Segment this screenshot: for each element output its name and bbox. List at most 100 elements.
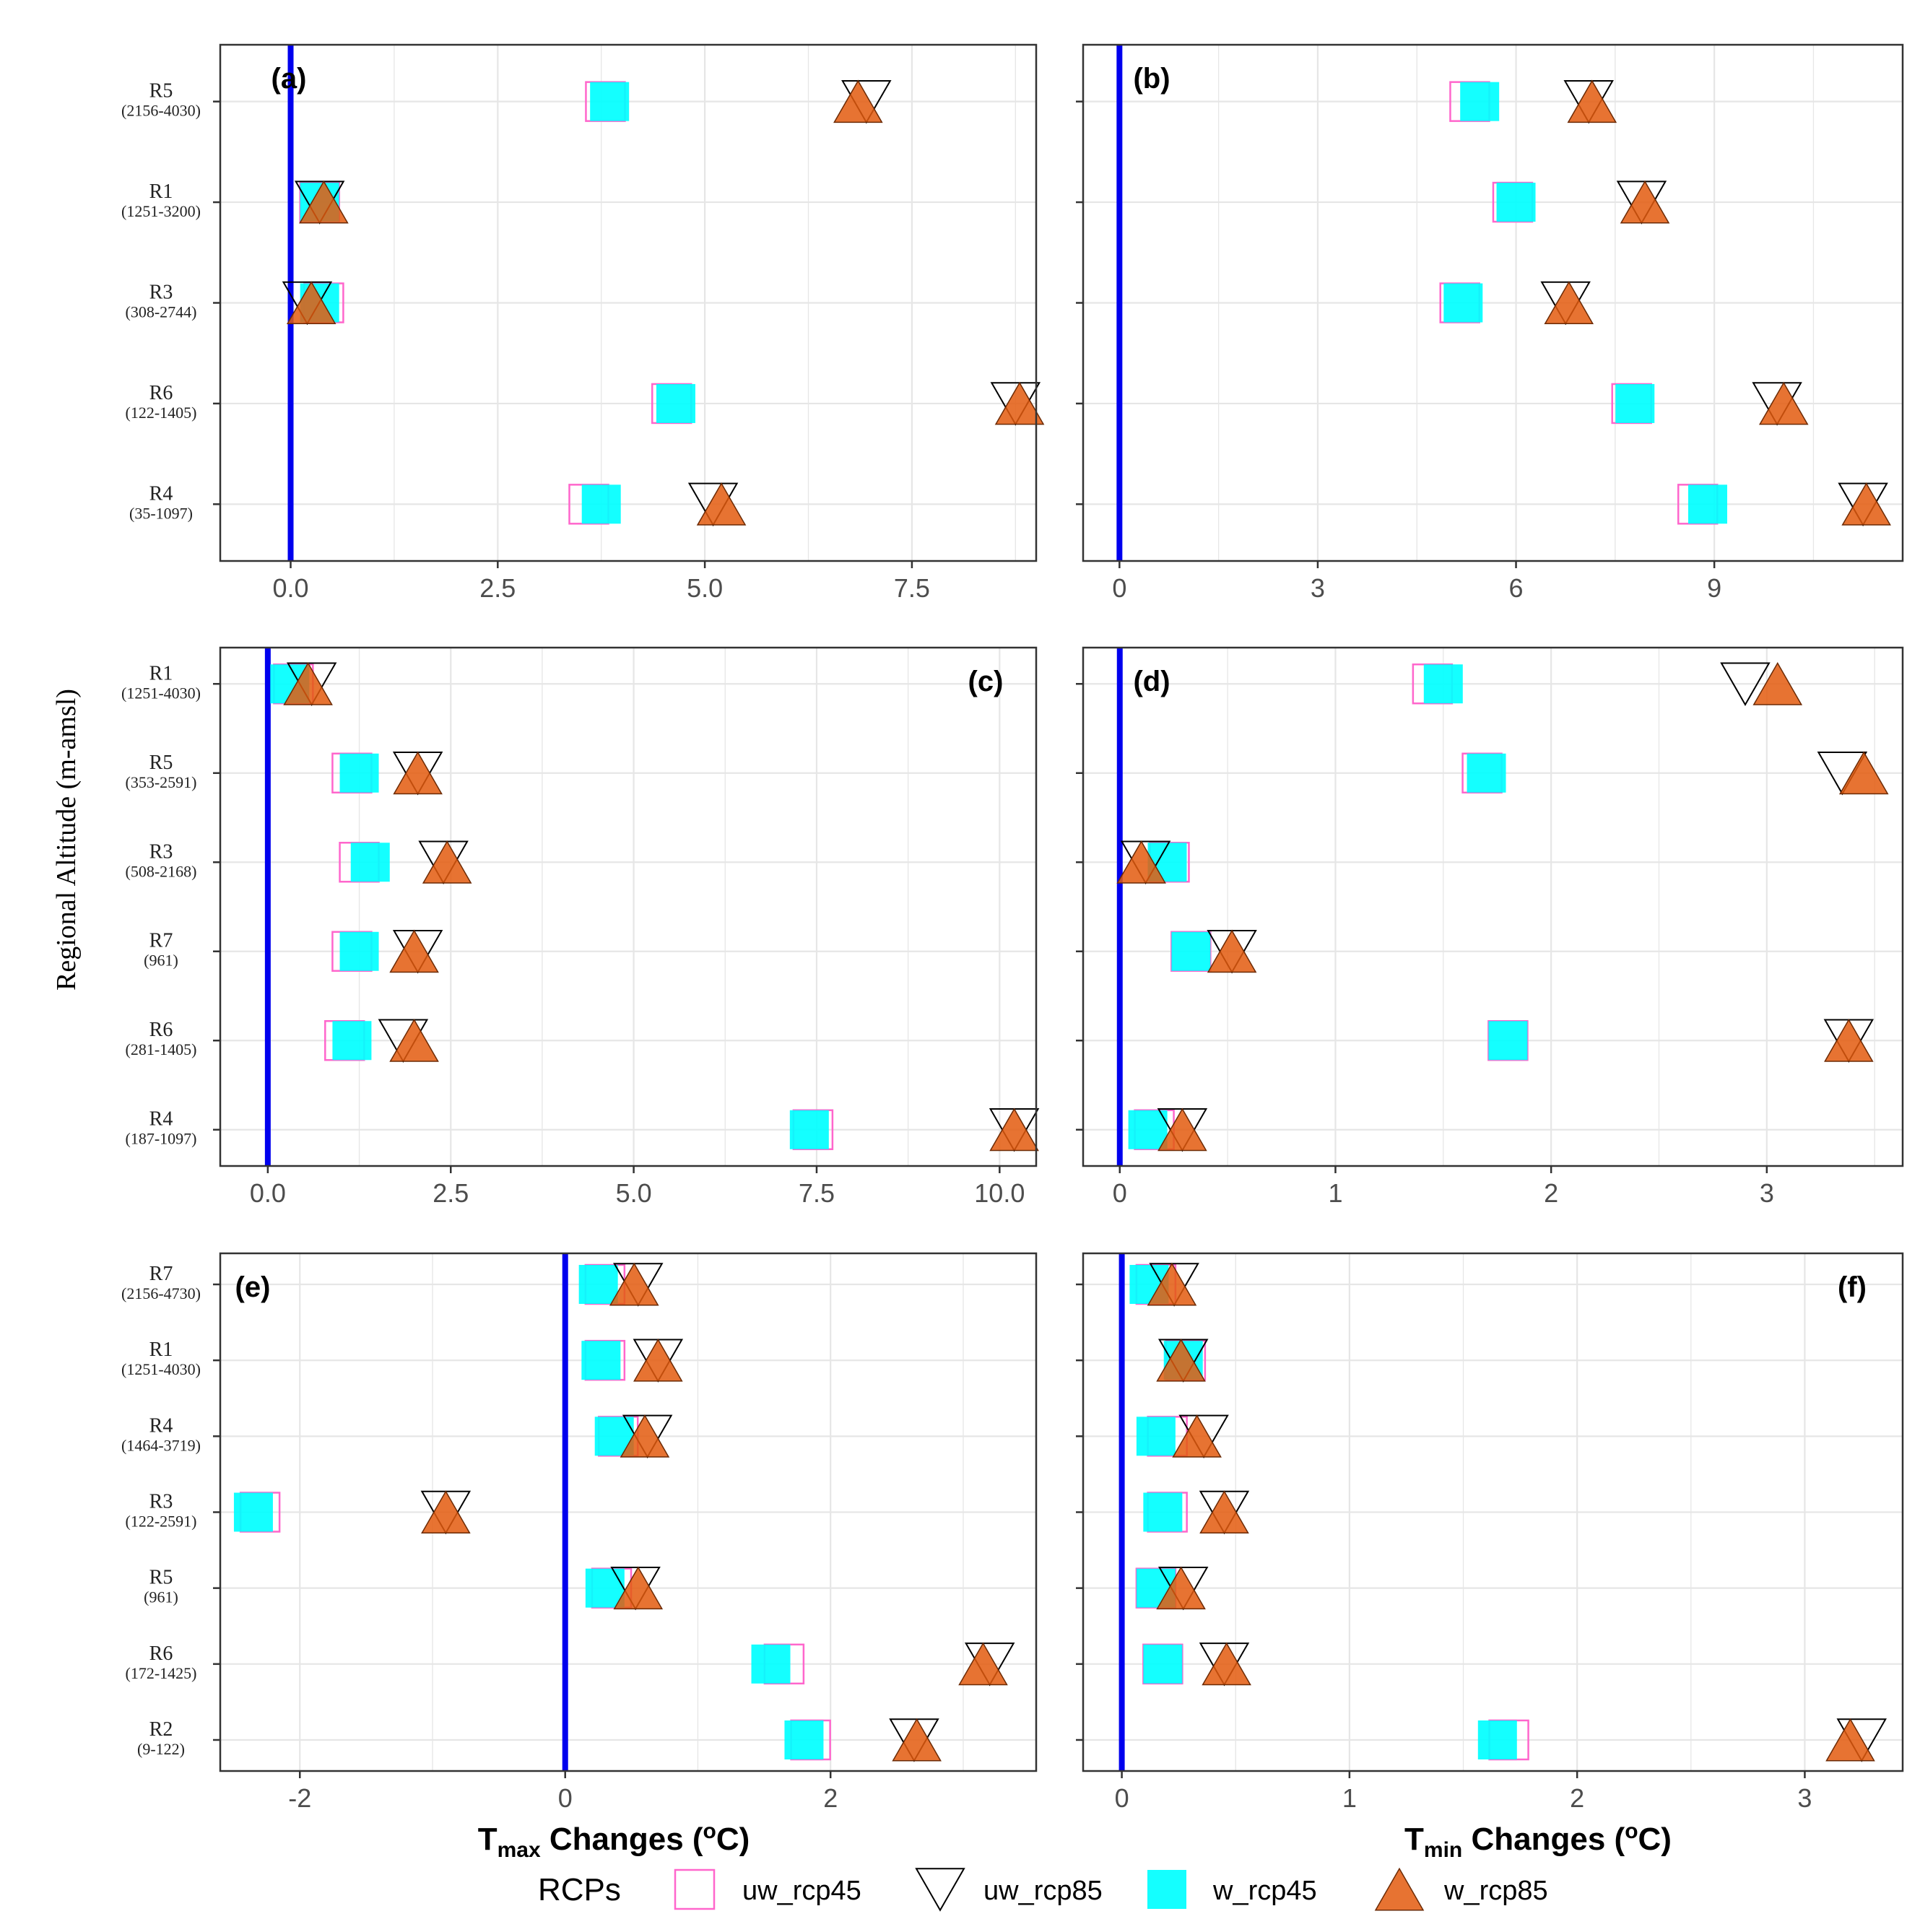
y-tick-label-region: R5 — [149, 1567, 173, 1589]
y-tick-label-range: (1251-3200) — [121, 202, 201, 220]
panel-d: 0 1 2 3 (d) — [1076, 646, 1904, 1208]
marker-w_rcp45-R7 — [339, 931, 379, 971]
marker-w_rcp45-R6 — [751, 1644, 791, 1684]
y-tick-label-region: R4 — [149, 1108, 173, 1131]
marker-w_rcp85-R6 — [1824, 1019, 1874, 1062]
y-tick-label-range: (308-2744) — [126, 303, 197, 321]
marker-w_rcp85-R7 — [609, 1262, 659, 1306]
panel-label: (a) — [272, 63, 307, 95]
x-tick-label: 0 — [558, 1783, 573, 1813]
x-tick-label: 10.0 — [974, 1178, 1025, 1208]
x-tick-label: 0.0 — [250, 1178, 286, 1208]
x-tick-label: 5.0 — [687, 573, 723, 603]
marker-w_rcp45-R7 — [1171, 931, 1211, 971]
marker-w_rcp45-R6 — [1615, 383, 1655, 423]
marker-w_rcp45-R4 — [1687, 484, 1727, 524]
marker-w_rcp45-R4 — [789, 1110, 829, 1149]
y-tick-label-range: (2156-4030) — [121, 102, 201, 120]
marker-w_rcp85-R1 — [633, 1338, 683, 1382]
marker-w_rcp85-R3 — [1544, 281, 1594, 324]
marker-w_rcp85-R6 — [389, 1019, 439, 1062]
y-tick-label-range: (2156-4730) — [121, 1284, 201, 1302]
marker-w_rcp85-R2 — [1825, 1718, 1875, 1762]
marker-w_rcp85-R5 — [833, 79, 883, 123]
panel-c: 0.0 2.5 5.0 7.5 10.0 R1(1251-4030) R5(353-2591… — [121, 646, 1040, 1208]
marker-w_rcp45-R5 — [339, 753, 379, 793]
y-tick-label-range: (122-2591) — [126, 1513, 197, 1531]
legend-label: uw_rcp45 — [742, 1876, 861, 1906]
y-tick-label-region: R1 — [149, 180, 173, 203]
x-tick-label: 3 — [1311, 573, 1325, 603]
marker-w_rcp85-R3 — [1199, 1490, 1249, 1533]
y-tick-label-region: R6 — [149, 1019, 173, 1041]
marker-w_rcp85-R1 — [299, 180, 349, 224]
x-axis-title-tmax: Tmax Changes (oC) — [478, 1819, 750, 1862]
marker-w_rcp85-R1 — [1620, 180, 1670, 224]
x-tick-label: 0 — [1113, 1178, 1127, 1208]
panel-e: -2 0 2 R7(2156-4730) R1(1251-4030) R4(1464-37… — [121, 1252, 1038, 1813]
y-tick-label-range: (961) — [144, 952, 178, 970]
marker-w_rcp45-R6 — [656, 383, 695, 423]
y-tick-label-region: R1 — [149, 662, 173, 684]
y-tick-label-region: R3 — [149, 1491, 173, 1513]
marker-w_rcp45-R1 — [1423, 664, 1463, 704]
marker-w_rcp85-R1 — [1156, 1338, 1206, 1382]
legend-swatch-uw_rcp85 — [915, 1868, 965, 1912]
y-tick-label-region: R2 — [149, 1718, 173, 1741]
marker-w_rcp85-R3 — [1116, 840, 1166, 884]
marker-w_rcp85-R4 — [1157, 1108, 1207, 1152]
legend-label: w_rcp45 — [1212, 1876, 1317, 1906]
legend-swatch-w_rcp85 — [1374, 1867, 1425, 1911]
marker-w_rcp45-R5 — [1467, 753, 1506, 793]
y-tick-label-range: (353-2591) — [126, 773, 197, 791]
legend-swatch-w_rcp45 — [1147, 1870, 1186, 1909]
y-tick-label-range: (187-1097) — [126, 1130, 197, 1148]
x-tick-label: 1 — [1342, 1783, 1357, 1813]
x-tick-label: 2.5 — [433, 1178, 469, 1208]
marker-w_rcp85-R2 — [892, 1718, 942, 1762]
x-axis-title-tmin: Tmin Changes (oC) — [1404, 1819, 1672, 1862]
y-tick-label-region: R6 — [149, 1642, 173, 1665]
y-tick-label-region: R1 — [149, 1339, 173, 1361]
y-tick-label-range: (961) — [144, 1588, 178, 1606]
y-tick-label-region: R5 — [149, 752, 173, 774]
y-tick-label-region: R3 — [149, 840, 173, 863]
panel-frame — [219, 646, 1038, 1167]
y-tick-label-region: R4 — [149, 482, 173, 505]
marker-w_rcp85-R5 — [1567, 79, 1617, 123]
panel-label: (f) — [1838, 1271, 1867, 1303]
x-tick-label: 0.0 — [272, 573, 308, 603]
y-tick-label-range: (35-1097) — [129, 504, 193, 522]
marker-w_rcp85-R4 — [989, 1108, 1039, 1152]
marker-w_rcp85-R5 — [613, 1566, 664, 1610]
y-tick-label-region: R5 — [149, 80, 173, 103]
y-tick-label-region: R6 — [149, 382, 173, 404]
marker-w_rcp45-R3 — [350, 843, 390, 882]
marker-uw_rcp85-R1 — [1720, 662, 1771, 706]
panel-label: (d) — [1133, 666, 1170, 697]
y-tick-label-range: (9-122) — [137, 1740, 185, 1758]
marker-w_rcp85-R5 — [1838, 751, 1889, 795]
y-tick-label-region: R7 — [149, 1263, 173, 1285]
y-tick-label-range: (1464-3719) — [121, 1436, 201, 1454]
y-tick-label-range: (508-2168) — [126, 862, 197, 880]
legend-swatch-uw_rcp45 — [674, 1868, 716, 1910]
x-tick-label: 7.5 — [894, 573, 930, 603]
legend-title: RCPs — [538, 1872, 621, 1907]
marker-w_rcp85-R1 — [1752, 662, 1803, 705]
x-tick-label: -2 — [288, 1783, 311, 1813]
x-tick-label: 6 — [1509, 573, 1524, 603]
marker-w_rcp85-R4 — [1172, 1414, 1222, 1458]
marker-w_rcp85-R6 — [1202, 1642, 1251, 1686]
marker-w_rcp45-R5 — [1460, 82, 1500, 121]
marker-w_rcp45-R4 — [1128, 1110, 1168, 1149]
x-tick-label: 2 — [1544, 1178, 1558, 1208]
marker-w_rcp45-R1 — [581, 1341, 621, 1380]
x-tick-label: 7.5 — [799, 1178, 835, 1208]
marker-w_rcp85-R1 — [283, 662, 333, 705]
x-tick-label: 2 — [823, 1783, 838, 1813]
legend-item-w_rcp85: w_rcp85 — [1374, 1867, 1548, 1911]
marker-w_rcp85-R7 — [1147, 1262, 1197, 1306]
y-tick-label-range: (122-1405) — [126, 404, 197, 422]
